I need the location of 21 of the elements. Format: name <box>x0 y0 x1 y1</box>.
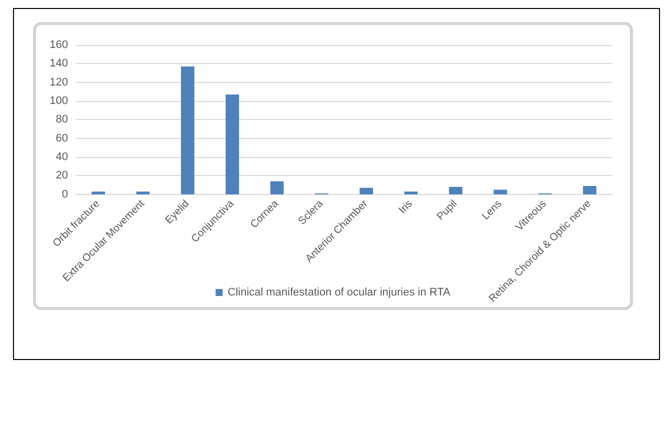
bar <box>494 190 508 194</box>
bar <box>404 192 418 194</box>
y-tick-label: 80 <box>56 114 68 126</box>
y-tick-label: 0 <box>62 188 68 200</box>
bar <box>92 192 106 194</box>
y-tick-label: 120 <box>50 76 68 88</box>
y-tick-label: 160 <box>50 39 68 51</box>
bar <box>136 192 150 194</box>
y-tick-label: 100 <box>50 95 68 108</box>
y-tick-label: 20 <box>56 170 68 182</box>
bar <box>180 66 194 194</box>
bar <box>270 181 284 194</box>
y-tick-label: 40 <box>56 151 68 164</box>
y-tick-label: 60 <box>56 132 68 144</box>
x-tick-label: Iris <box>397 198 415 216</box>
bar <box>360 188 374 194</box>
bar <box>582 186 596 194</box>
bar <box>226 94 240 194</box>
bar <box>448 186 462 194</box>
legend-label: Clinical manifestation of ocular injuries in RTA <box>228 286 452 298</box>
y-tick-label: 140 <box>50 58 68 70</box>
